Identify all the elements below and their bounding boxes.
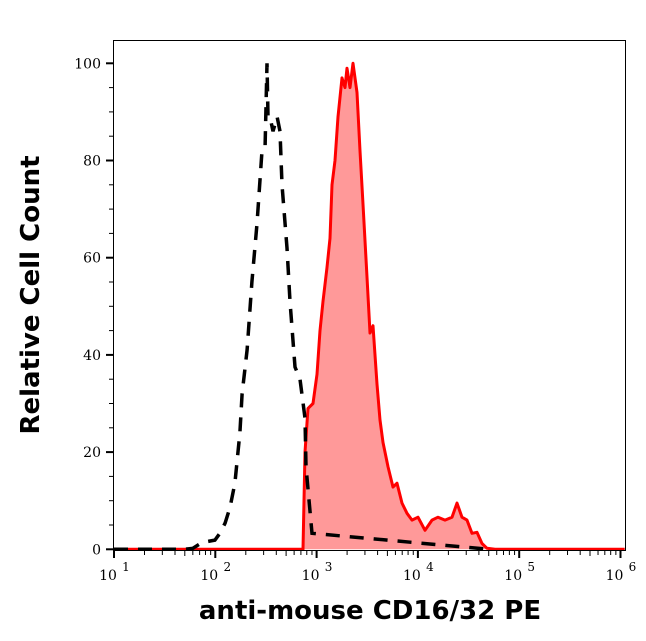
x-tick-label: 10 bbox=[200, 568, 218, 584]
plot-frame bbox=[113, 40, 626, 551]
plot-area bbox=[114, 61, 625, 552]
series-line-stained bbox=[114, 61, 625, 551]
y-tick-label: 80 bbox=[83, 154, 101, 170]
x-tick-label: 10 bbox=[99, 568, 117, 584]
x-tick-label: 10 bbox=[606, 568, 624, 584]
y-axis-title: Relative Cell Count bbox=[16, 155, 46, 434]
x-tick-exponent: 1 bbox=[122, 560, 130, 574]
x-tick-exponent: 3 bbox=[325, 560, 333, 574]
x-tick-label: 10 bbox=[504, 568, 522, 584]
y-tick-label: 60 bbox=[83, 251, 101, 267]
y-tick-label: 100 bbox=[74, 56, 101, 72]
x-tick-exponent: 6 bbox=[629, 560, 637, 574]
y-tick-label: 40 bbox=[83, 348, 101, 364]
x-tick-label: 10 bbox=[302, 568, 320, 584]
x-axis-title: anti-mouse CD16/32 PE bbox=[199, 596, 541, 626]
series-fill-area bbox=[114, 63, 625, 550]
x-tick-exponent: 4 bbox=[426, 560, 434, 574]
x-tick-exponent: 5 bbox=[527, 560, 535, 574]
y-tick-label: 0 bbox=[92, 542, 101, 558]
series-line-control bbox=[114, 63, 489, 552]
x-tick-exponent: 2 bbox=[223, 560, 231, 574]
y-tick-label: 20 bbox=[83, 445, 101, 461]
x-tick-label: 10 bbox=[403, 568, 421, 584]
